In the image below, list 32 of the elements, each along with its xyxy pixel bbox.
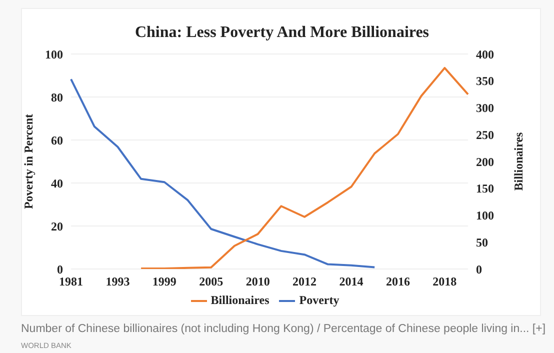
x-tick-label: 1981 — [59, 274, 83, 289]
chart-title: China: Less Poverty And More Billionaires — [134, 24, 430, 42]
legend-label: Poverty — [299, 293, 340, 307]
y-tick-label: 40 — [51, 176, 63, 190]
x-tick-label: 2010 — [246, 274, 270, 289]
legend-label: Billionaires — [210, 293, 270, 307]
line-series — [70, 78, 376, 268]
y-tick-label: 80 — [51, 90, 63, 104]
x-tick-label: 2005 — [199, 274, 224, 289]
y-tick-label: 20 — [51, 219, 63, 234]
line-series — [140, 66, 469, 269]
y2-tick-label: 100 — [476, 208, 494, 223]
x-tick-label: 2016 — [386, 274, 410, 289]
x-tick-label: 2014 — [339, 274, 364, 289]
x-tick-label: 1999 — [152, 274, 176, 289]
y2-tick-label: 300 — [476, 101, 494, 116]
y-axis-title: Poverty in Percent — [21, 114, 36, 210]
y2-tick-label: 400 — [476, 47, 494, 62]
y-tick-label: 0 — [57, 262, 63, 276]
text: Number of Chinese billionaires (not including Hong Kong) / Percentage of Chinese people living in... [+] — [21, 323, 546, 335]
x-tick-label: 2012 — [292, 274, 317, 289]
y2-tick-label: 250 — [476, 128, 494, 142]
y2-tick-label: 150 — [476, 182, 494, 196]
y2-tick-label: 200 — [476, 154, 494, 169]
x-tick-label: 1993 — [106, 274, 130, 289]
y2-tick-label: 350 — [476, 74, 494, 88]
y-tick-label: 100 — [45, 47, 63, 62]
y2-tick-label: 50 — [476, 235, 488, 250]
x-tick-label: 2018 — [432, 274, 457, 289]
y-tick-label: 60 — [51, 133, 63, 148]
y2-axis-title: Billionaires — [511, 132, 526, 191]
y2-tick-label: 0 — [476, 262, 482, 276]
